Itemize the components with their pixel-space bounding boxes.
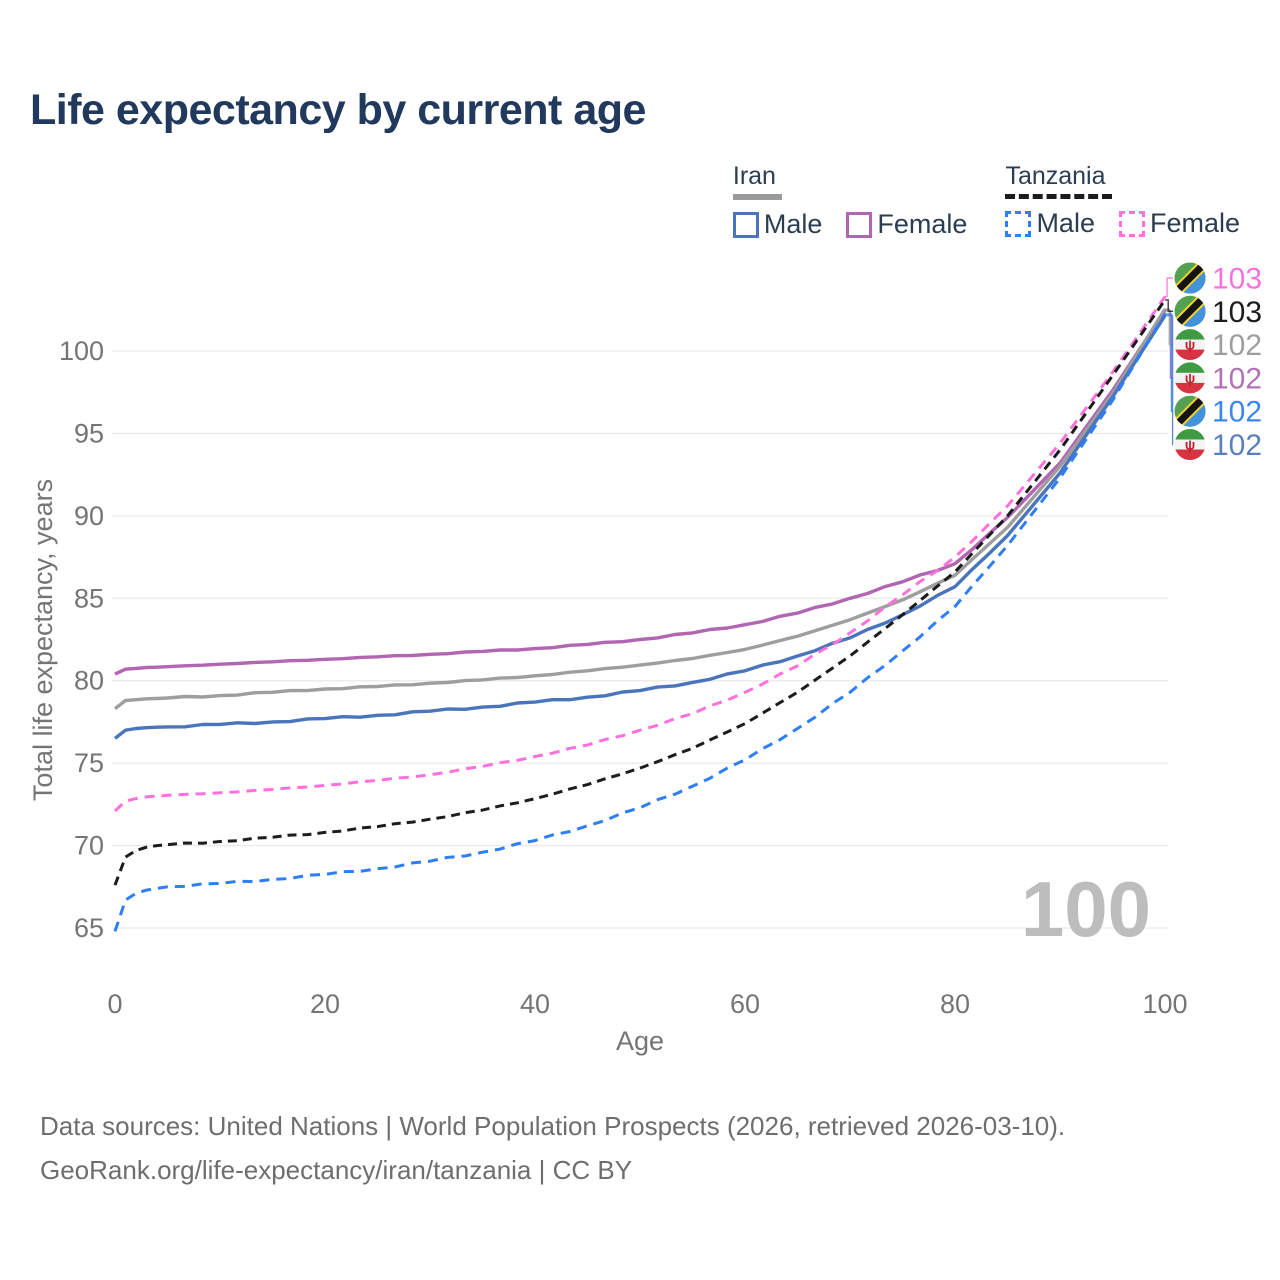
y-tick-label: 75 [74,748,104,778]
series-line-tanzania-male [113,313,1167,932]
y-tick-label: 90 [74,501,104,531]
x-tick-label: 0 [107,989,122,1019]
x-tick-label: 40 [520,989,550,1019]
legend: Iran Male Female Tanzania Male [732,162,1240,240]
legend-item-tanzania-female[interactable]: Female [1118,208,1240,239]
legend-items-tanzania: Male Female [1005,208,1240,239]
y-tick-label: 80 [74,666,104,696]
footer-data-sources: Data sources: United Nations | World Pop… [40,1111,1066,1141]
x-tick-label: 20 [310,989,340,1019]
iran-female-swatch-icon [846,211,873,238]
end-label-leader-tanzania-male [1165,313,1173,412]
age-watermark: 100 [1021,865,1151,953]
end-value-tanzania-total: 103 [1212,296,1262,329]
x-tick-label: 60 [730,989,760,1019]
end-value-iran-male: 102 [1212,429,1262,462]
svg-text:ψ: ψ [1185,337,1196,353]
y-tick-label: 95 [74,418,104,448]
x-axis-title: Age [616,1026,664,1056]
x-tick-label: 100 [1142,989,1187,1019]
series-line-iran-male [113,314,1167,740]
end-label-leader-tanzania-female [1165,277,1173,298]
x-tick-label: 80 [940,989,970,1019]
y-tick-label: 70 [74,831,104,861]
end-value-iran-female: 102 [1212,362,1262,395]
end-label-leader-tanzania-total [1165,299,1173,312]
end-value-iran-total: 102 [1212,329,1262,362]
legend-country-tanzania: Tanzania [1005,162,1112,199]
y-tick-label: 100 [59,336,104,366]
svg-text:ψ: ψ [1185,437,1196,453]
legend-item-label: Female [1149,208,1240,238]
tanzania-female-swatch-icon [1118,210,1145,237]
end-value-tanzania-female: 103 [1212,263,1262,296]
legend-items-iran: Male Female [732,209,967,240]
series-line-tanzania-total [113,299,1167,886]
iran-flag-icon: ψ [1174,429,1206,460]
svg-text:ψ: ψ [1185,370,1196,386]
legend-group-iran: Iran Male Female [732,162,967,240]
legend-group-tanzania: Tanzania Male Female [1005,162,1240,240]
footer: Data sources: United Nations | World Pop… [40,1104,1065,1192]
tanzania-male-swatch-icon [1005,210,1032,237]
series-line-tanzania-female [113,295,1167,813]
tanzania-flag-icon [1174,295,1206,327]
end-value-tanzania-male: 102 [1212,396,1262,429]
tanzania-flag-icon [1174,262,1206,294]
legend-item-label: Female [877,209,968,239]
page-title: Life expectancy by current age [30,86,646,134]
tanzania-flag-icon [1174,395,1206,427]
iran-flag-icon: ψ [1174,329,1206,361]
y-tick-label: 85 [74,583,104,613]
iran-flag-icon: ψ [1174,362,1206,394]
iran-male-swatch-icon [732,211,759,238]
legend-item-iran-female[interactable]: Female [846,209,967,240]
series-line-iran-female [114,309,1167,676]
legend-item-label: Male [1036,208,1095,238]
series-line-iran-total [113,308,1167,711]
end-label-leader-iran-male [1165,314,1174,446]
legend-item-tanzania-male[interactable]: Male [1005,208,1095,239]
legend-item-iran-male[interactable]: Male [732,209,823,240]
footer-attribution: GeoRank.org/life-expectancy/iran/tanzani… [40,1155,633,1185]
legend-item-label: Male [763,209,823,239]
legend-country-iran: Iran [732,162,782,200]
y-axis-title: Total life expectancy, years [28,479,58,801]
y-tick-label: 65 [74,913,104,943]
